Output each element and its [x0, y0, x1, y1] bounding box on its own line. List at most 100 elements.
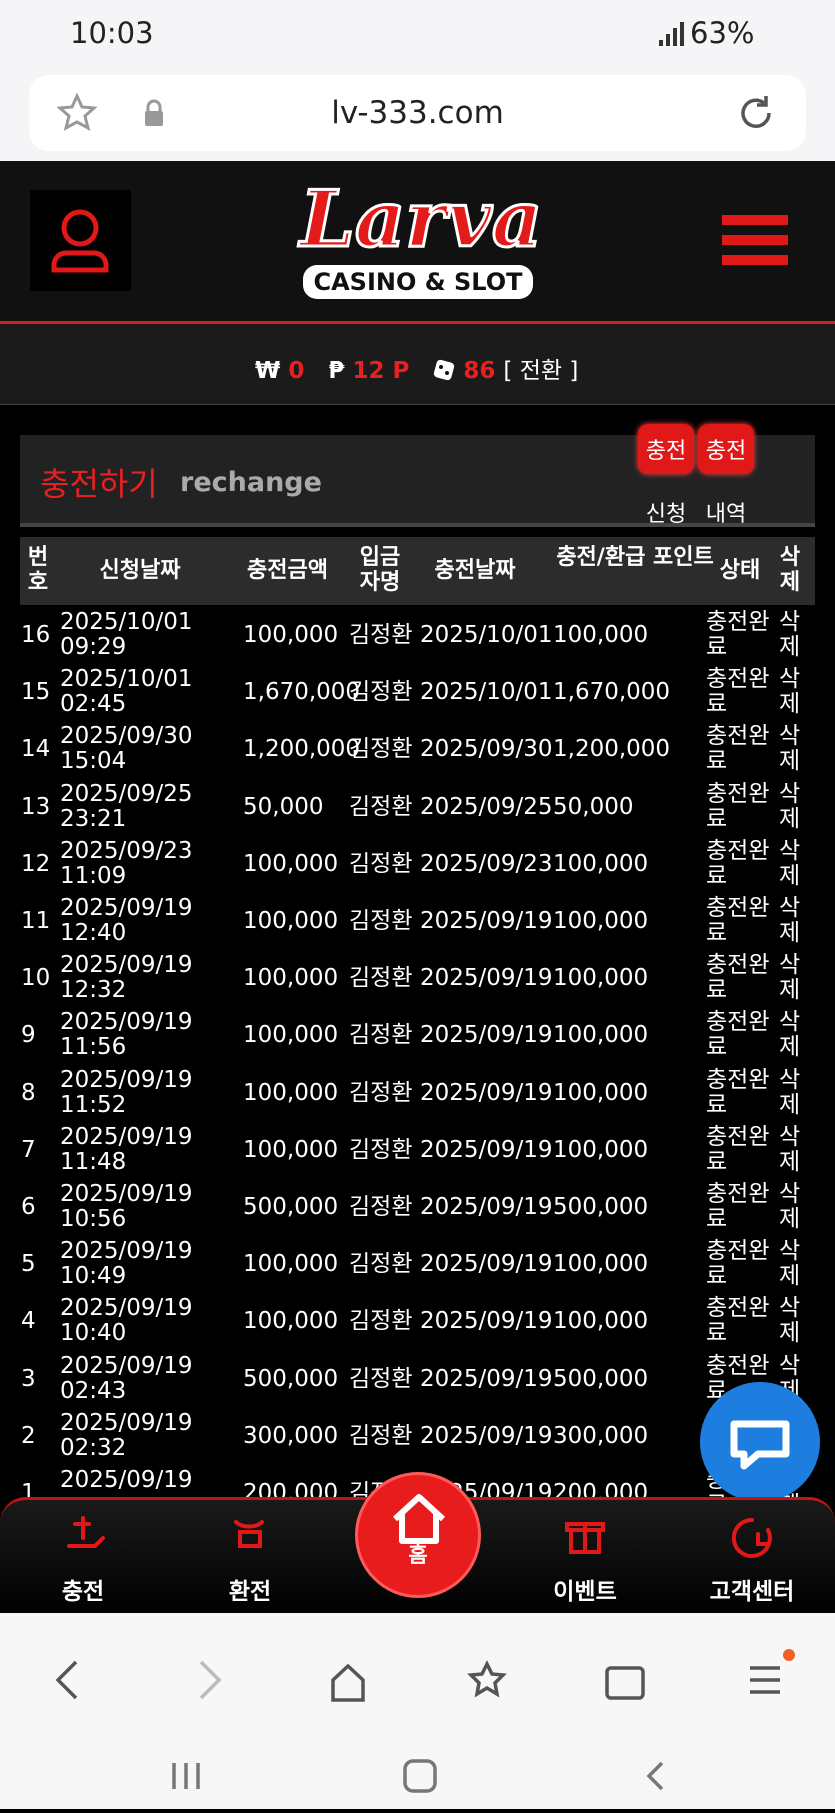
num: 15 — [21, 679, 51, 706]
account-button[interactable] — [30, 190, 131, 291]
depositor: 김정환 — [349, 1365, 413, 1392]
nav-icon — [731, 1517, 772, 1558]
amount: 1,200,000 — [243, 736, 361, 763]
charge-date: 2025/09/19 — [420, 1251, 553, 1278]
nav-item[interactable]: 이벤트 — [525, 1500, 645, 1606]
num: 14 — [21, 736, 51, 763]
point-balance: 12 P — [352, 358, 410, 384]
delete[interactable]: 삭제 — [779, 1238, 801, 1290]
num: 1 — [21, 1480, 36, 1498]
reload-icon[interactable] — [736, 93, 776, 133]
nav-label: 고객센터 — [709, 1579, 795, 1605]
delete[interactable]: 삭제 — [779, 666, 801, 718]
table-row: 12 2025/09/23 11:09 100,000 김정환 2025/09/23 10… — [0, 836, 835, 893]
depositor: 김정환 — [349, 1136, 413, 1163]
status: 충전완료 — [706, 723, 770, 775]
nav-label: 충전 — [61, 1579, 105, 1605]
status: 충전완료 — [706, 1295, 770, 1347]
delete[interactable]: 삭제 — [779, 952, 801, 1004]
section-subtitle: rechange — [180, 467, 322, 498]
delete[interactable]: 삭제 — [779, 1123, 801, 1175]
num: 13 — [21, 793, 51, 820]
column-header: 신청날짜 — [99, 558, 181, 583]
section-title: 충전하기 — [40, 465, 158, 503]
point: 100,000 — [553, 1251, 649, 1278]
charge-request-button[interactable]: 충전 — [638, 424, 694, 474]
table-row: 7 2025/09/19 11:48 100,000 김정환 2025/09/19 100… — [0, 1122, 835, 1179]
amount: 100,000 — [243, 965, 339, 992]
num: 11 — [21, 908, 51, 934]
status: 충전완료 — [706, 1181, 770, 1232]
column-header: 충전날짜 — [434, 558, 516, 583]
table-row: 8 2025/09/19 11:52 100,000 김정환 2025/09/19 100… — [0, 1065, 835, 1122]
table-row: 3 2025/09/19 02:43 500,000 김정환 2025/09/19 500… — [0, 1351, 835, 1408]
point: 50,000 — [553, 793, 634, 820]
num: 10 — [21, 965, 51, 992]
chat-button[interactable] — [700, 1382, 820, 1502]
delete[interactable]: 삭제 — [779, 1295, 801, 1347]
dice-icon — [434, 359, 455, 381]
num: 9 — [21, 1022, 36, 1049]
charge-date: 2025/09/19 — [420, 908, 553, 934]
nav-label: 환전 — [228, 1579, 272, 1605]
charge-history-button[interactable]: 충전 — [698, 424, 754, 474]
delete[interactable]: 삭제 — [779, 1181, 801, 1232]
home-icon — [392, 1494, 446, 1544]
status: 충전완료 — [706, 952, 770, 1004]
column-header: 충전금액 — [247, 558, 328, 583]
nav-item[interactable]: 환전 — [190, 1500, 310, 1606]
nav-item[interactable]: 고객센터 — [692, 1500, 812, 1606]
charge-date: 2025/09/30 — [420, 736, 553, 763]
depositor: 김정환 — [349, 622, 413, 648]
point-symbol: ₱ — [328, 358, 345, 384]
menu-icon[interactable] — [722, 211, 788, 269]
num: 8 — [21, 1079, 36, 1106]
request-date: 2025/09/19 02:43 — [60, 1352, 193, 1404]
clock: 10:03 — [70, 16, 154, 50]
amount: 50,000 — [243, 793, 324, 820]
amount: 1,670,000 — [243, 679, 361, 706]
delete[interactable]: 삭제 — [779, 780, 801, 832]
user-icon — [51, 209, 109, 273]
depositor: 김정환 — [349, 736, 413, 763]
url-box[interactable]: lv-333.com — [29, 75, 806, 151]
delete[interactable]: 삭제 — [779, 609, 801, 660]
request-date: 2025/09/19 10:49 — [60, 1238, 193, 1290]
depositor: 김정환 — [349, 1079, 413, 1106]
request-date: 2025/09/19 11:52 — [60, 1066, 193, 1118]
amount: 100,000 — [243, 908, 339, 934]
delete[interactable]: 삭제 — [779, 1066, 801, 1118]
delete[interactable]: 삭제 — [779, 1009, 801, 1061]
site-header: Larva CASINO & SLOT — [0, 161, 835, 324]
charge-date: 2025/10/01 — [420, 679, 553, 706]
logo[interactable]: Larva CASINO & SLOT — [299, 173, 544, 299]
num: 16 — [21, 622, 51, 648]
home-button[interactable] — [355, 1472, 481, 1598]
table-row: 15 2025/10/01 02:45 1,670,000 김정환 2025/10/01… — [0, 664, 835, 721]
depositor: 김정환 — [349, 908, 413, 934]
amount: 200,000 — [243, 1480, 339, 1498]
point: 100,000 — [553, 1022, 649, 1049]
delete[interactable]: 삭제 — [779, 723, 801, 775]
browser-toolbar — [0, 1613, 835, 1809]
delete[interactable]: 삭제 — [779, 837, 801, 889]
request-date: 2025/09/19 11:48 — [60, 1123, 193, 1175]
column-header: 상태 — [719, 558, 761, 583]
charge-date: 2025/09/19 — [420, 1194, 553, 1220]
depositor: 김정환 — [349, 1308, 413, 1335]
status: 충전완료 — [706, 1123, 770, 1175]
request-date: 2025/09/23 11:09 — [60, 837, 193, 889]
num: 6 — [21, 1194, 36, 1220]
nav-label: 이벤트 — [553, 1579, 617, 1605]
balance-bar: ₩ 0 ₱ 12 P 86 [ 전환 ] — [0, 324, 835, 405]
status: 충전완료 — [706, 837, 770, 889]
nav-icon — [67, 1516, 105, 1548]
won-balance: 0 — [288, 358, 305, 384]
request-date: 2025/10/01 02:45 — [60, 666, 193, 718]
nav-item[interactable]: 충전 — [23, 1500, 143, 1606]
won-symbol: ₩ — [255, 358, 281, 384]
convert-button[interactable]: [ 전환 ] — [503, 358, 579, 384]
delete[interactable]: 삭제 — [779, 895, 801, 946]
table-row: 4 2025/09/19 10:40 100,000 김정환 2025/09/19 100… — [0, 1293, 835, 1350]
button-caption: 내역 — [705, 502, 747, 527]
